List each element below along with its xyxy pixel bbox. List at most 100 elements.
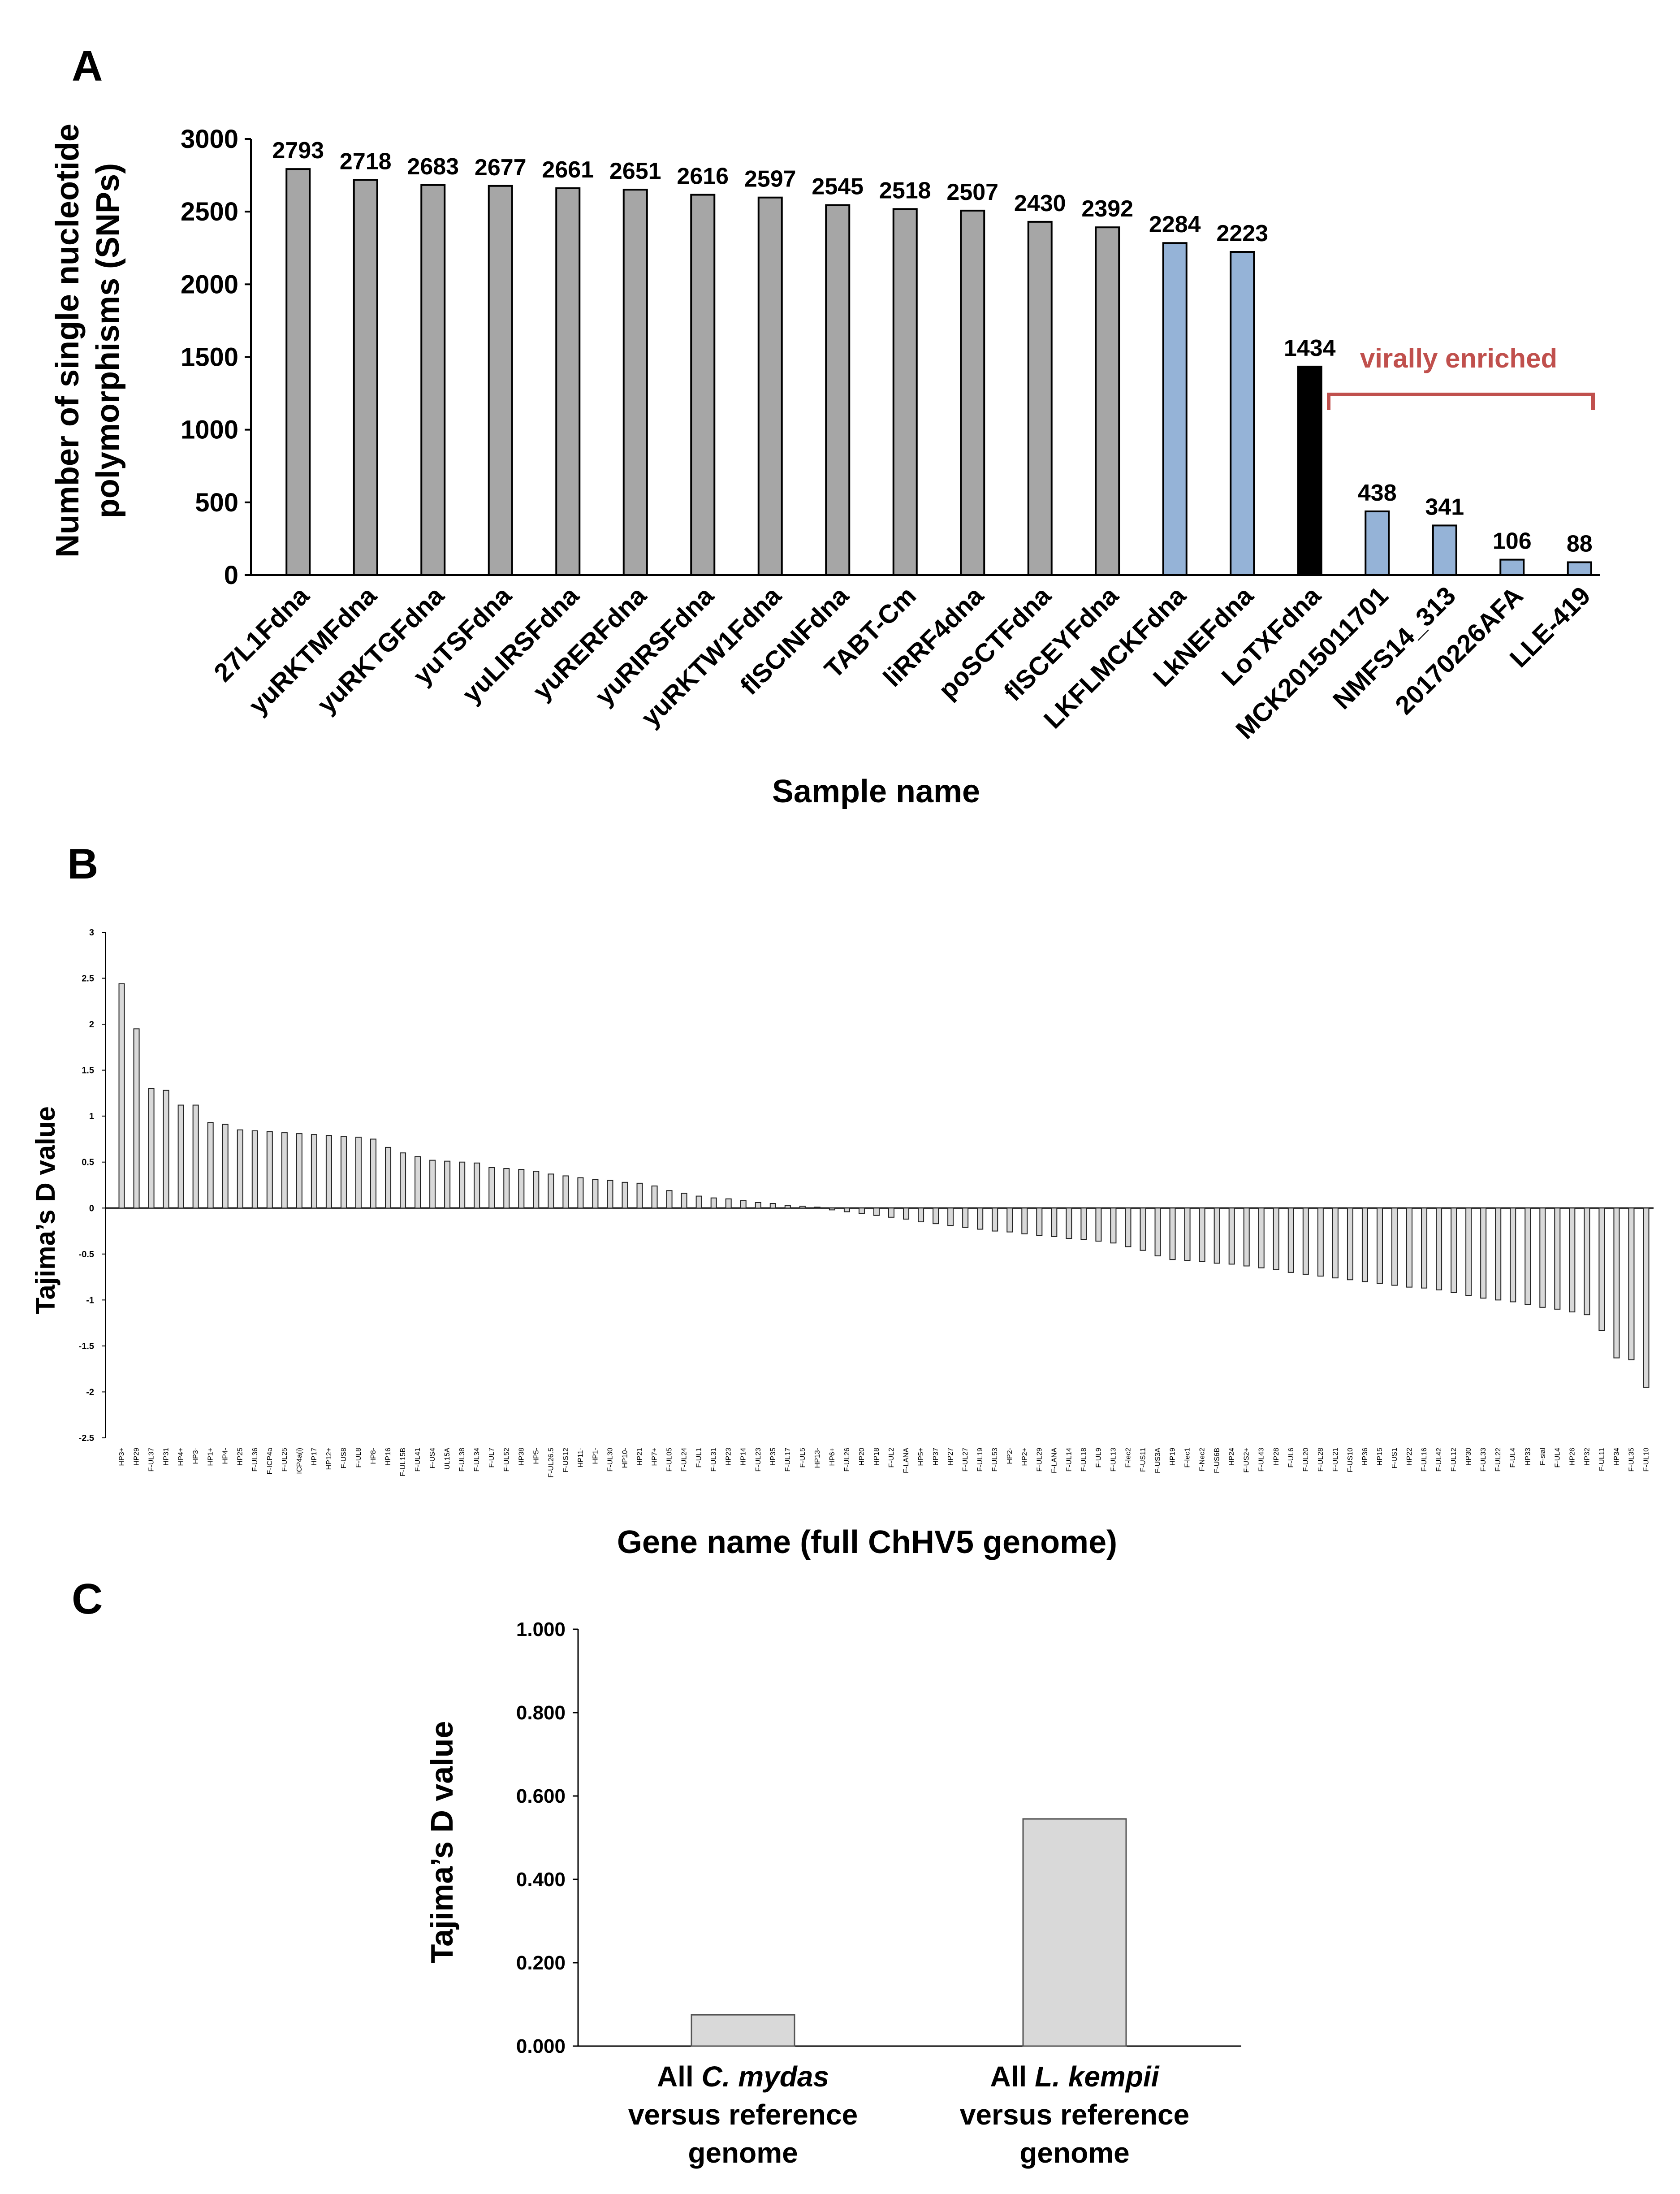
panel-b-bar bbox=[607, 1180, 613, 1209]
virally-enriched-label: virally enriched bbox=[1360, 343, 1557, 373]
panel-a-bar bbox=[1027, 221, 1053, 576]
panel-b-bar bbox=[695, 1195, 702, 1209]
panel-b-bar bbox=[933, 1207, 939, 1225]
panel-b-bar bbox=[1495, 1207, 1502, 1301]
panel-b-category-label: F-UL33 bbox=[1480, 1448, 1487, 1471]
panel-b-category-label: HP4- bbox=[222, 1448, 229, 1464]
panel-b-bar bbox=[1643, 1207, 1650, 1388]
panel-b-category-label: HP3- bbox=[192, 1448, 200, 1464]
panel-b-bar bbox=[281, 1132, 288, 1209]
panel-b-bar bbox=[1421, 1207, 1428, 1289]
panel-b-category-label: F-US11 bbox=[1140, 1448, 1147, 1472]
panel-b-category-label: F-UL53 bbox=[991, 1448, 999, 1471]
panel-a-value-label: 2597 bbox=[744, 166, 796, 192]
panel-b-category-label: F-UL26.5 bbox=[547, 1448, 555, 1478]
panel-b-category-label: F-ICP4a bbox=[266, 1448, 274, 1475]
panel-b-category-label: F-US8 bbox=[340, 1448, 348, 1468]
panel-b-bar bbox=[799, 1206, 806, 1209]
panel-b-category-label: HP15 bbox=[1376, 1448, 1384, 1466]
panel-c-category-line2: versus reference bbox=[960, 2099, 1189, 2131]
panel-b-category-label: HP22 bbox=[1406, 1448, 1413, 1466]
panel-b-bar bbox=[1006, 1207, 1013, 1233]
panel-b-bar bbox=[1525, 1207, 1531, 1305]
panel-b-bar bbox=[1066, 1207, 1072, 1239]
panel-b-bar bbox=[192, 1104, 199, 1209]
panel-b-category-label: HP28 bbox=[1273, 1448, 1280, 1466]
panel-b-category-label: F-UL35 bbox=[1628, 1448, 1635, 1471]
panel-b-category-label: F-UL24 bbox=[681, 1448, 688, 1471]
panel-b-category-label: F-US6B bbox=[1214, 1448, 1221, 1473]
panel-b-category-label: F-UL21 bbox=[1332, 1448, 1339, 1471]
panel-b-bar bbox=[177, 1104, 184, 1209]
panel-b-bar bbox=[666, 1190, 673, 1209]
panel-b-bar bbox=[1347, 1207, 1353, 1281]
panel-a-value-label: 1434 bbox=[1284, 335, 1336, 361]
panel-b-category-label: HP13- bbox=[814, 1448, 821, 1468]
panel-b-bar bbox=[163, 1090, 169, 1209]
panel-b-bar bbox=[1228, 1207, 1235, 1265]
panel-b-bar bbox=[251, 1130, 258, 1209]
panel-a-bar bbox=[960, 209, 985, 576]
panel-b-category-label: HP35 bbox=[769, 1448, 777, 1466]
panel-b-category-label: HP33 bbox=[1524, 1448, 1532, 1466]
panel-b-category-label: HP25 bbox=[237, 1448, 244, 1466]
panel-b-ytick-label: -1 bbox=[86, 1295, 94, 1305]
panel-c-label: C bbox=[72, 1575, 103, 1623]
panel-c-ylabel: Tajima’s D value bbox=[424, 1721, 459, 1964]
panel-b-bar bbox=[977, 1207, 984, 1230]
panel-b-tajima-chart: Tajima’s D value Gene name (full ChHV5 g… bbox=[30, 928, 1654, 1560]
panel-b-bar bbox=[1140, 1207, 1146, 1251]
panel-b-bar bbox=[1598, 1207, 1605, 1331]
panel-b-category-label: F-lec2 bbox=[1124, 1448, 1132, 1468]
panel-b-bar bbox=[1125, 1207, 1132, 1247]
panel-b-bar bbox=[636, 1182, 643, 1209]
panel-b-category-label: UL15A bbox=[444, 1448, 451, 1470]
panel-b-bar bbox=[1569, 1207, 1576, 1313]
panel-b-category-label: HP12+ bbox=[325, 1448, 333, 1470]
panel-b-ytick-label: 0 bbox=[89, 1203, 94, 1213]
panel-b-bar bbox=[622, 1181, 628, 1209]
panel-b-ytick-label: -2.5 bbox=[79, 1433, 94, 1443]
panel-b-ytick-label: 1 bbox=[89, 1112, 94, 1121]
panel-b-bar bbox=[784, 1205, 791, 1209]
panel-b-bar bbox=[962, 1207, 969, 1228]
panel-a-value-label: 2677 bbox=[475, 155, 527, 181]
panel-a-bar bbox=[1499, 558, 1525, 576]
panel-b-bar bbox=[1376, 1207, 1383, 1284]
panel-b-label: B bbox=[67, 840, 98, 888]
panel-b-bar bbox=[1465, 1207, 1472, 1296]
panel-b-category-label: HP3+ bbox=[118, 1448, 126, 1466]
panel-b-bar bbox=[415, 1156, 421, 1209]
panel-a-bar bbox=[690, 194, 716, 576]
panel-b-bar bbox=[814, 1207, 821, 1209]
panel-b-bar bbox=[1436, 1207, 1442, 1290]
panel-b-bar bbox=[888, 1207, 895, 1218]
panel-b-bar bbox=[577, 1177, 584, 1209]
virally-enriched-bracket bbox=[1327, 393, 1595, 410]
panel-b-bar bbox=[992, 1207, 998, 1232]
panel-c-ytick-label: 0.400 bbox=[516, 1869, 566, 1891]
panel-a-label: A bbox=[72, 42, 103, 90]
panel-a-ytick-label: 500 bbox=[195, 488, 238, 517]
panel-b-bar bbox=[947, 1207, 954, 1226]
panel-b-category-label: HP26 bbox=[1568, 1448, 1576, 1466]
panel-a-value-label: 2661 bbox=[542, 157, 594, 183]
panel-b-bar bbox=[1214, 1207, 1220, 1264]
panel-b-bar bbox=[400, 1152, 406, 1209]
panel-a-bar bbox=[1162, 242, 1188, 576]
panel-b-bar bbox=[222, 1124, 229, 1209]
panel-b-category-label: F-US4 bbox=[429, 1448, 436, 1468]
panel-b-xlabel: Gene name (full ChHV5 genome) bbox=[617, 1524, 1117, 1560]
panel-a-category-label: yuRIRSFdna bbox=[590, 581, 720, 711]
panel-b-bar bbox=[207, 1122, 214, 1209]
panel-b-category-label: F-UL30 bbox=[606, 1448, 614, 1471]
panel-b-bar bbox=[592, 1179, 599, 1209]
panel-c-ytick-label: 0.800 bbox=[516, 1702, 566, 1724]
panel-b-bar bbox=[918, 1207, 924, 1223]
panel-b-category-label: F-UL6 bbox=[1287, 1448, 1295, 1468]
panel-a-bar bbox=[892, 208, 918, 576]
panel-c-ytick-label: 1.000 bbox=[516, 1618, 566, 1640]
panel-a-value-label: 341 bbox=[1425, 494, 1464, 520]
panel-c-category-line3: genome bbox=[688, 2137, 798, 2169]
panel-b-category-label: HP20 bbox=[858, 1448, 866, 1466]
